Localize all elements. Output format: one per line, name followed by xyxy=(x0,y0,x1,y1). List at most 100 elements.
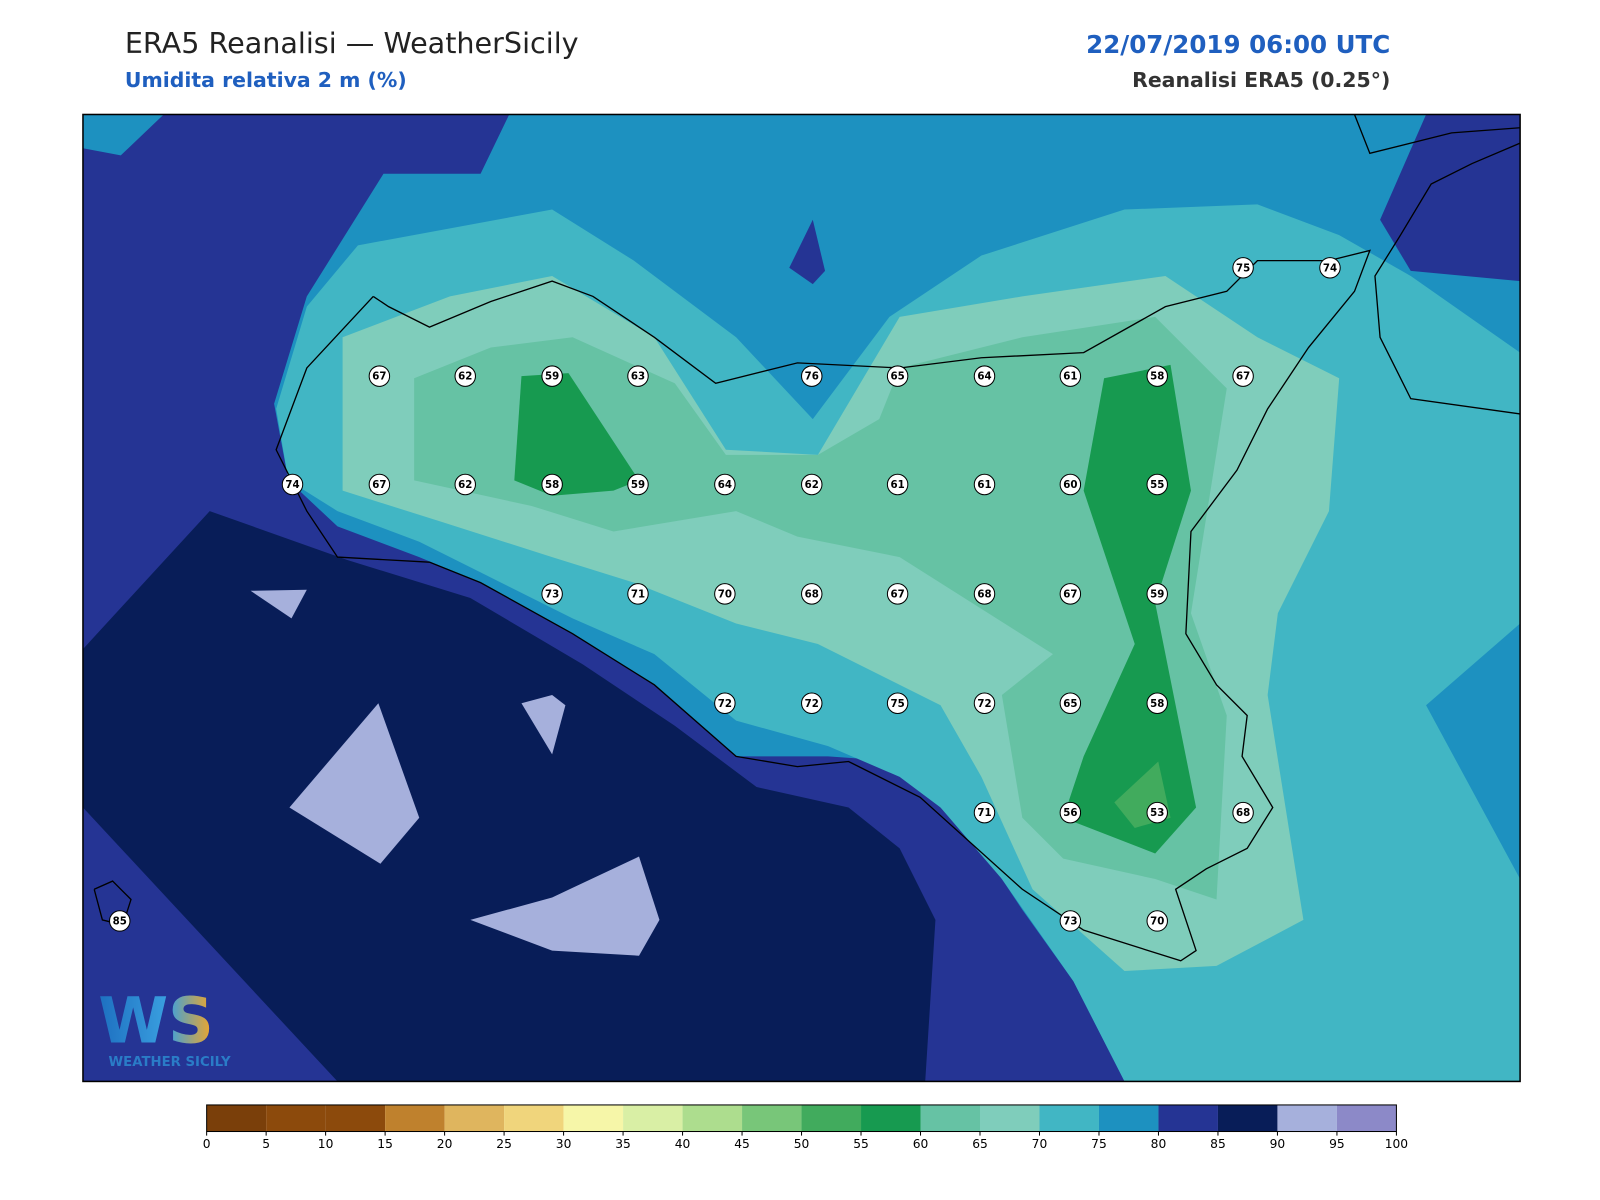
station: 73 xyxy=(541,583,563,605)
colorbar-bin xyxy=(861,1104,921,1132)
colorbar-bin xyxy=(385,1104,445,1132)
station-value: 53 xyxy=(1150,808,1164,819)
station-marker xyxy=(714,692,736,714)
station-marker xyxy=(1146,692,1168,714)
colorbar-tick-label: 20 xyxy=(437,1137,453,1151)
station-value: 67 xyxy=(372,372,386,383)
station-value: 61 xyxy=(977,480,991,491)
station-value: 59 xyxy=(545,372,559,383)
station-value: 56 xyxy=(1063,808,1077,819)
station: 62 xyxy=(454,365,476,387)
station: 63 xyxy=(627,365,649,387)
colorbar-tick-label: 100 xyxy=(1385,1137,1408,1151)
station: 70 xyxy=(1146,910,1168,932)
map-area xyxy=(82,114,1521,1082)
station-value: 59 xyxy=(1150,589,1164,600)
station-marker xyxy=(973,801,996,824)
station: 68 xyxy=(801,583,823,605)
station-marker xyxy=(886,473,909,496)
source: Reanalisi ERA5 (0.25°) xyxy=(1132,68,1390,92)
colorbar-tick-label: 60 xyxy=(913,1137,929,1151)
colorbar-bin xyxy=(1098,1104,1159,1132)
colorbar-tick-label: 70 xyxy=(1032,1137,1048,1151)
station-value: 67 xyxy=(1063,589,1077,600)
station: 75 xyxy=(886,692,909,714)
station-marker xyxy=(1059,801,1082,824)
station: 62 xyxy=(454,473,476,496)
station-value: 71 xyxy=(977,808,991,819)
station: 61 xyxy=(973,473,996,496)
colorbar-tick-label: 5 xyxy=(262,1137,270,1151)
station-value: 70 xyxy=(1150,917,1164,928)
station-marker xyxy=(627,365,649,387)
station-value: 59 xyxy=(631,480,645,491)
colorbar-tick-label: 35 xyxy=(615,1137,631,1151)
station: 71 xyxy=(973,801,996,824)
station: 72 xyxy=(973,692,996,714)
station-value: 58 xyxy=(545,480,559,491)
station-marker xyxy=(1146,473,1168,496)
colorbar-tick-label: 85 xyxy=(1210,1137,1226,1151)
stations: 75 74 67 62 59 63 76 65 64 61 58 67 74 67 62 58 59 64 62 61… xyxy=(109,257,1341,932)
colorbar-bin xyxy=(682,1104,743,1132)
subtitle: Umidita relativa 2 m (%) xyxy=(125,68,407,92)
station: 60 xyxy=(1059,473,1082,496)
colorbar-tick-label: 50 xyxy=(794,1137,810,1151)
station: 56 xyxy=(1059,801,1082,824)
colorbar-bin xyxy=(266,1104,326,1132)
colorbar-bin xyxy=(801,1104,862,1132)
station-marker xyxy=(454,473,476,496)
station: 67 xyxy=(368,473,391,496)
station: 67 xyxy=(886,583,909,605)
station-value: 62 xyxy=(458,372,472,383)
station-value: 72 xyxy=(718,699,732,710)
station: 55 xyxy=(1146,473,1168,496)
station-value: 68 xyxy=(977,589,991,600)
station-value: 58 xyxy=(1150,372,1164,383)
station-value: 74 xyxy=(285,480,299,491)
station: 58 xyxy=(1146,365,1168,387)
station-value: 61 xyxy=(1063,372,1077,383)
station-marker xyxy=(541,473,563,496)
station-value: 76 xyxy=(805,372,819,383)
station-marker xyxy=(1146,801,1168,824)
station: 73 xyxy=(1059,910,1082,932)
station-marker xyxy=(714,583,736,605)
colorbar-tick-label: 55 xyxy=(853,1137,869,1151)
station-value: 65 xyxy=(890,372,904,383)
coastline xyxy=(1374,142,1521,415)
colorbar-tick-label: 15 xyxy=(377,1137,393,1151)
station-marker xyxy=(714,473,736,496)
contour-fill xyxy=(289,703,420,864)
colorbar-bin xyxy=(1158,1104,1218,1132)
station-value: 72 xyxy=(805,699,819,710)
station: 59 xyxy=(1146,583,1168,605)
colorbar-bin xyxy=(325,1104,386,1132)
station: 74 xyxy=(281,473,304,496)
colorbar-bin xyxy=(1277,1104,1337,1132)
colorbar-tick-label: 0 xyxy=(203,1137,211,1151)
map-frame xyxy=(82,113,1521,1083)
station-value: 73 xyxy=(1063,917,1077,928)
colorbar-bin xyxy=(1039,1104,1099,1132)
station-marker xyxy=(627,473,649,496)
station-value: 68 xyxy=(1236,808,1250,819)
station-value: 63 xyxy=(631,372,645,383)
station-marker xyxy=(801,365,823,387)
station-marker xyxy=(1146,910,1168,932)
station: 72 xyxy=(714,692,736,714)
colorbar-bin xyxy=(1217,1104,1278,1132)
colorbar-bin xyxy=(563,1104,624,1132)
station: 70 xyxy=(714,583,736,605)
title: ERA5 Reanalisi — WeatherSicily xyxy=(125,26,579,60)
station-value: 75 xyxy=(890,699,904,710)
station-marker xyxy=(801,583,823,605)
station-value: 67 xyxy=(372,480,386,491)
station: 72 xyxy=(801,692,823,714)
station-marker xyxy=(973,365,996,387)
station-marker xyxy=(1319,257,1341,279)
station: 67 xyxy=(1059,583,1082,605)
datetime: 22/07/2019 06:00 UTC xyxy=(1086,30,1390,59)
station-marker xyxy=(1059,910,1082,932)
contour-fill xyxy=(514,373,640,496)
